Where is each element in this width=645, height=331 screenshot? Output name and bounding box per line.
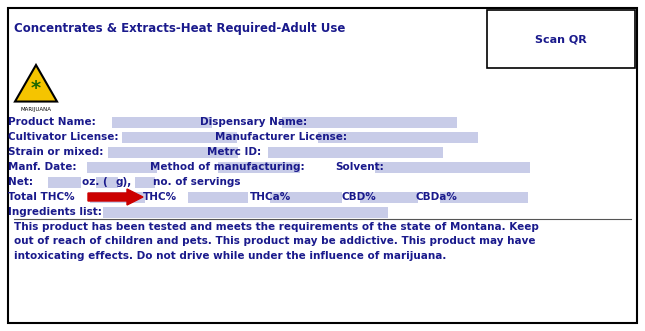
Bar [375,162,530,172]
Bar [360,192,418,203]
Text: g),: g), [115,177,131,187]
Text: oz. (: oz. ( [82,177,108,187]
Text: THCa%: THCa% [250,192,292,202]
Bar [96,176,118,187]
Text: Strain or mixed:: Strain or mixed: [8,147,103,157]
Bar [87,162,157,172]
Text: Total THC%: Total THC% [8,192,75,202]
Text: Dispensary Name:: Dispensary Name: [200,117,307,127]
Text: Cultivator License:: Cultivator License: [8,132,119,142]
Bar [122,131,237,143]
Text: Manf. Date:: Manf. Date: [8,162,77,172]
Polygon shape [15,65,57,102]
Text: Scan QR: Scan QR [535,34,587,44]
Bar [108,147,238,158]
Text: Ingredients list:: Ingredients list: [8,207,102,217]
Text: no. of servings: no. of servings [153,177,241,187]
Bar [487,10,635,68]
Bar [270,192,342,203]
Text: THC%: THC% [143,192,177,202]
Text: CBD%: CBD% [342,192,377,202]
Bar [188,192,248,203]
Text: Method of manufacturing:: Method of manufacturing: [150,162,304,172]
Bar [282,117,457,127]
Bar [218,162,300,172]
Text: This product has been tested and meets the requirements of the state of Montana.: This product has been tested and meets t… [14,222,539,261]
FancyArrow shape [88,189,143,205]
Text: CBDa%: CBDa% [415,192,457,202]
Text: Concentrates & Extracts-Heat Required-Adult Use: Concentrates & Extracts-Heat Required-Ad… [14,22,345,35]
Text: Metrc ID:: Metrc ID: [207,147,261,157]
Text: Product Name:: Product Name: [8,117,95,127]
Bar [440,192,528,203]
Bar [48,176,81,187]
Text: Manufacturer License:: Manufacturer License: [215,132,347,142]
Text: Solvent:: Solvent: [335,162,384,172]
Text: Net:: Net: [8,177,33,187]
Bar [318,131,478,143]
Text: *: * [31,78,41,98]
Bar [103,207,388,217]
Text: MARIJUANA: MARIJUANA [21,107,52,112]
Bar [90,192,145,203]
Bar [135,176,155,187]
Bar [112,117,212,127]
Bar [268,147,443,158]
